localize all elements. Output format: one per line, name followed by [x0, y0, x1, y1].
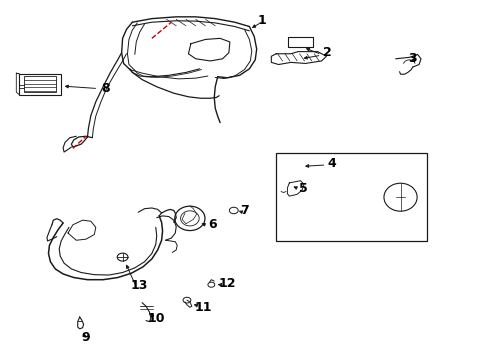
Text: 13: 13 [131, 279, 148, 292]
Text: 12: 12 [218, 278, 236, 291]
Bar [276, 153, 427, 241]
Text: 2: 2 [323, 46, 331, 59]
Text: 3: 3 [407, 51, 416, 64]
Bar [19, 74, 61, 95]
Text: 11: 11 [194, 301, 211, 314]
Text: 1: 1 [257, 14, 265, 27]
Text: 9: 9 [81, 331, 90, 344]
Text: 7: 7 [240, 204, 248, 217]
Text: 5: 5 [298, 183, 307, 195]
Text: 8: 8 [101, 82, 110, 95]
Bar [24, 76, 56, 93]
Text: 6: 6 [208, 218, 217, 231]
Text: 4: 4 [327, 157, 336, 170]
Text: 10: 10 [148, 311, 165, 325]
